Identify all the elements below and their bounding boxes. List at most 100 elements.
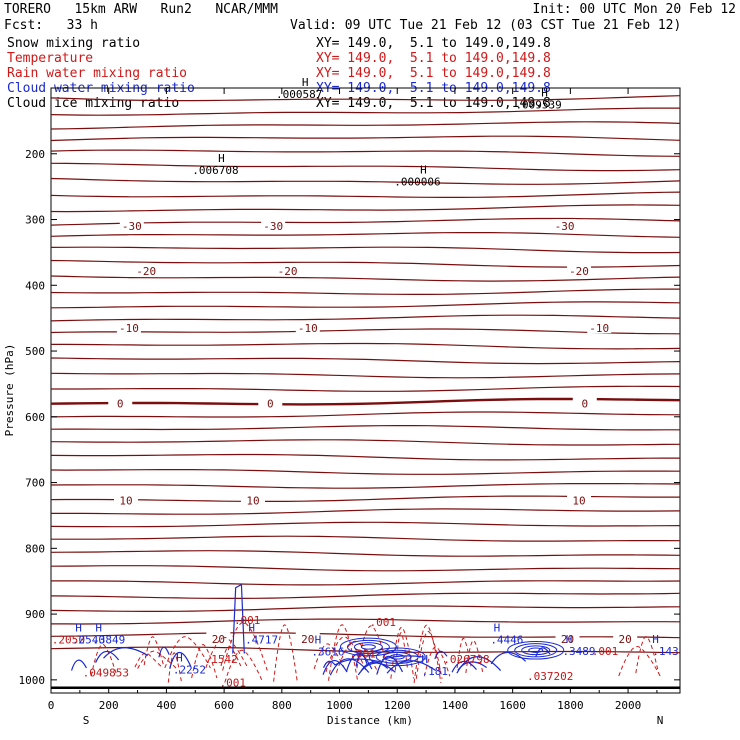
x-axis-south-label: S	[83, 714, 90, 727]
temperature-contour-label: -20	[278, 265, 298, 278]
x-tick-label: 1000	[326, 699, 353, 712]
temperature-contour-label: 20	[619, 633, 632, 646]
forecast-hour: Fcst: 33 h	[4, 18, 98, 33]
temperature-contour	[51, 535, 681, 542]
x-tick-label: 2000	[615, 699, 642, 712]
y-tick-label: 900	[25, 608, 45, 621]
cloud-water-contour	[169, 651, 192, 669]
rain-contour	[90, 643, 118, 677]
temperature-contour	[50, 107, 680, 116]
y-tick-label: 600	[25, 411, 45, 424]
contour-label-bg	[114, 493, 139, 506]
rain-extremum-label: .001	[592, 645, 619, 658]
temperature-contour	[50, 425, 680, 431]
cloud-water-high-marker: H	[176, 651, 183, 664]
temperature-contour-label: -30	[263, 220, 283, 233]
x-axis-label: Distance (km)	[327, 714, 413, 727]
contour-label-bg	[295, 632, 320, 645]
contour-label-bg	[587, 321, 612, 334]
contour-label-bg	[572, 396, 597, 409]
cloud-water-contour	[434, 650, 448, 660]
rain-contour	[220, 645, 242, 667]
rain-contour	[618, 646, 661, 677]
rain-extremum-label: .049853	[83, 667, 129, 680]
rain-contour	[134, 652, 163, 668]
snow-extremum-label: .000006	[394, 175, 440, 188]
temperature-contour	[50, 592, 681, 599]
x-tick-label: 800	[272, 699, 292, 712]
temperature-contour	[50, 550, 681, 557]
cloud-water-contour	[451, 660, 477, 673]
y-tick-label: 500	[25, 345, 45, 358]
temperature-contour-label: 10	[572, 494, 585, 507]
snow-high-marker: H	[302, 76, 309, 89]
valid-time: Valid: 09 UTC Tue 21 Feb 12 (03 CST Tue …	[290, 18, 682, 33]
cloud-water-contour	[158, 646, 170, 658]
cloud-water-high-marker: H	[95, 622, 102, 635]
cloud-water-cell	[368, 647, 426, 667]
cloud-water-extremum-label: .2252	[173, 663, 206, 676]
temperature-contour	[51, 385, 681, 392]
temperature-contour	[50, 565, 681, 572]
rain-contour	[423, 646, 451, 677]
cloud-water-extremum-label: .3849	[92, 634, 125, 647]
temperature-contour	[50, 469, 681, 475]
cloud-water-high-marker: H	[652, 633, 659, 646]
init-time: Init: 00 UTC Mon 20 Feb 12	[532, 2, 737, 17]
snow-high-marker: H	[420, 163, 427, 176]
plot-frame	[50, 87, 681, 694]
cloud-water-extremum-label: .4446	[490, 634, 523, 647]
temperature-contour	[50, 372, 681, 379]
cloud-water-cell	[353, 642, 383, 652]
cloud-water-contour	[103, 647, 149, 659]
contour-label-bg	[555, 632, 580, 645]
snow-extremum-label: .009539	[515, 98, 561, 111]
contour-label-bg	[134, 263, 159, 276]
cloud-water-high-marker: H	[75, 622, 82, 635]
cloud-water-cell	[375, 649, 419, 664]
temperature-contour	[50, 162, 681, 172]
rain-extremum-label: .001	[370, 616, 397, 629]
cloud-water-cell	[382, 651, 412, 662]
cloud-water-extremum-label: .3616	[311, 646, 344, 659]
contour-label-bg	[295, 321, 320, 334]
cloud-water-contour	[322, 659, 348, 675]
temperature-contour	[50, 121, 681, 130]
temperature-contour-label: -30	[122, 220, 142, 233]
temperature-contour-label: -10	[589, 322, 609, 335]
x-axis-north-label: N	[657, 714, 664, 727]
temperature-contour	[50, 328, 681, 335]
temperature-contour-label: -30	[555, 220, 575, 233]
rain-contour	[137, 650, 177, 669]
rain-contour	[164, 636, 211, 669]
cloud-water-contour	[95, 650, 120, 663]
rain-extremum-label: .026798	[443, 653, 489, 666]
temperature-contour	[50, 605, 681, 612]
temperature-contour	[50, 521, 681, 528]
legend-name: Rain water mixing ratio	[7, 66, 188, 81]
rain-contour	[313, 643, 346, 670]
cloud-water-contour	[70, 659, 87, 671]
y-tick-label: 1000	[19, 674, 46, 687]
contour-label-bg	[552, 219, 577, 232]
rain-extremum-label: .2052	[52, 634, 85, 647]
temperature-contour-label: 0	[267, 398, 274, 411]
cloud-water-cell	[389, 654, 405, 660]
temperature-contour	[50, 246, 681, 254]
legend-range: XY= 149.0, 5.1 to 149.0,149.8	[316, 51, 551, 66]
rain-contour	[328, 624, 359, 681]
cloud-water-cell	[521, 645, 551, 656]
temperature-contour	[50, 217, 681, 226]
x-tick-label: 200	[99, 699, 119, 712]
cloud-water-cell	[360, 644, 376, 650]
rain-extremum-label: .037202	[527, 670, 573, 683]
contour-label-bg	[240, 493, 265, 506]
temperature-contour	[50, 411, 681, 418]
rain-contour	[222, 621, 268, 671]
legend-name: Temperature	[7, 51, 94, 66]
temperature-contour-label: 20	[301, 633, 314, 646]
y-tick-label: 400	[25, 279, 45, 292]
temperature-contour-label: 0	[581, 398, 588, 411]
cloud-water-plume	[232, 583, 245, 654]
